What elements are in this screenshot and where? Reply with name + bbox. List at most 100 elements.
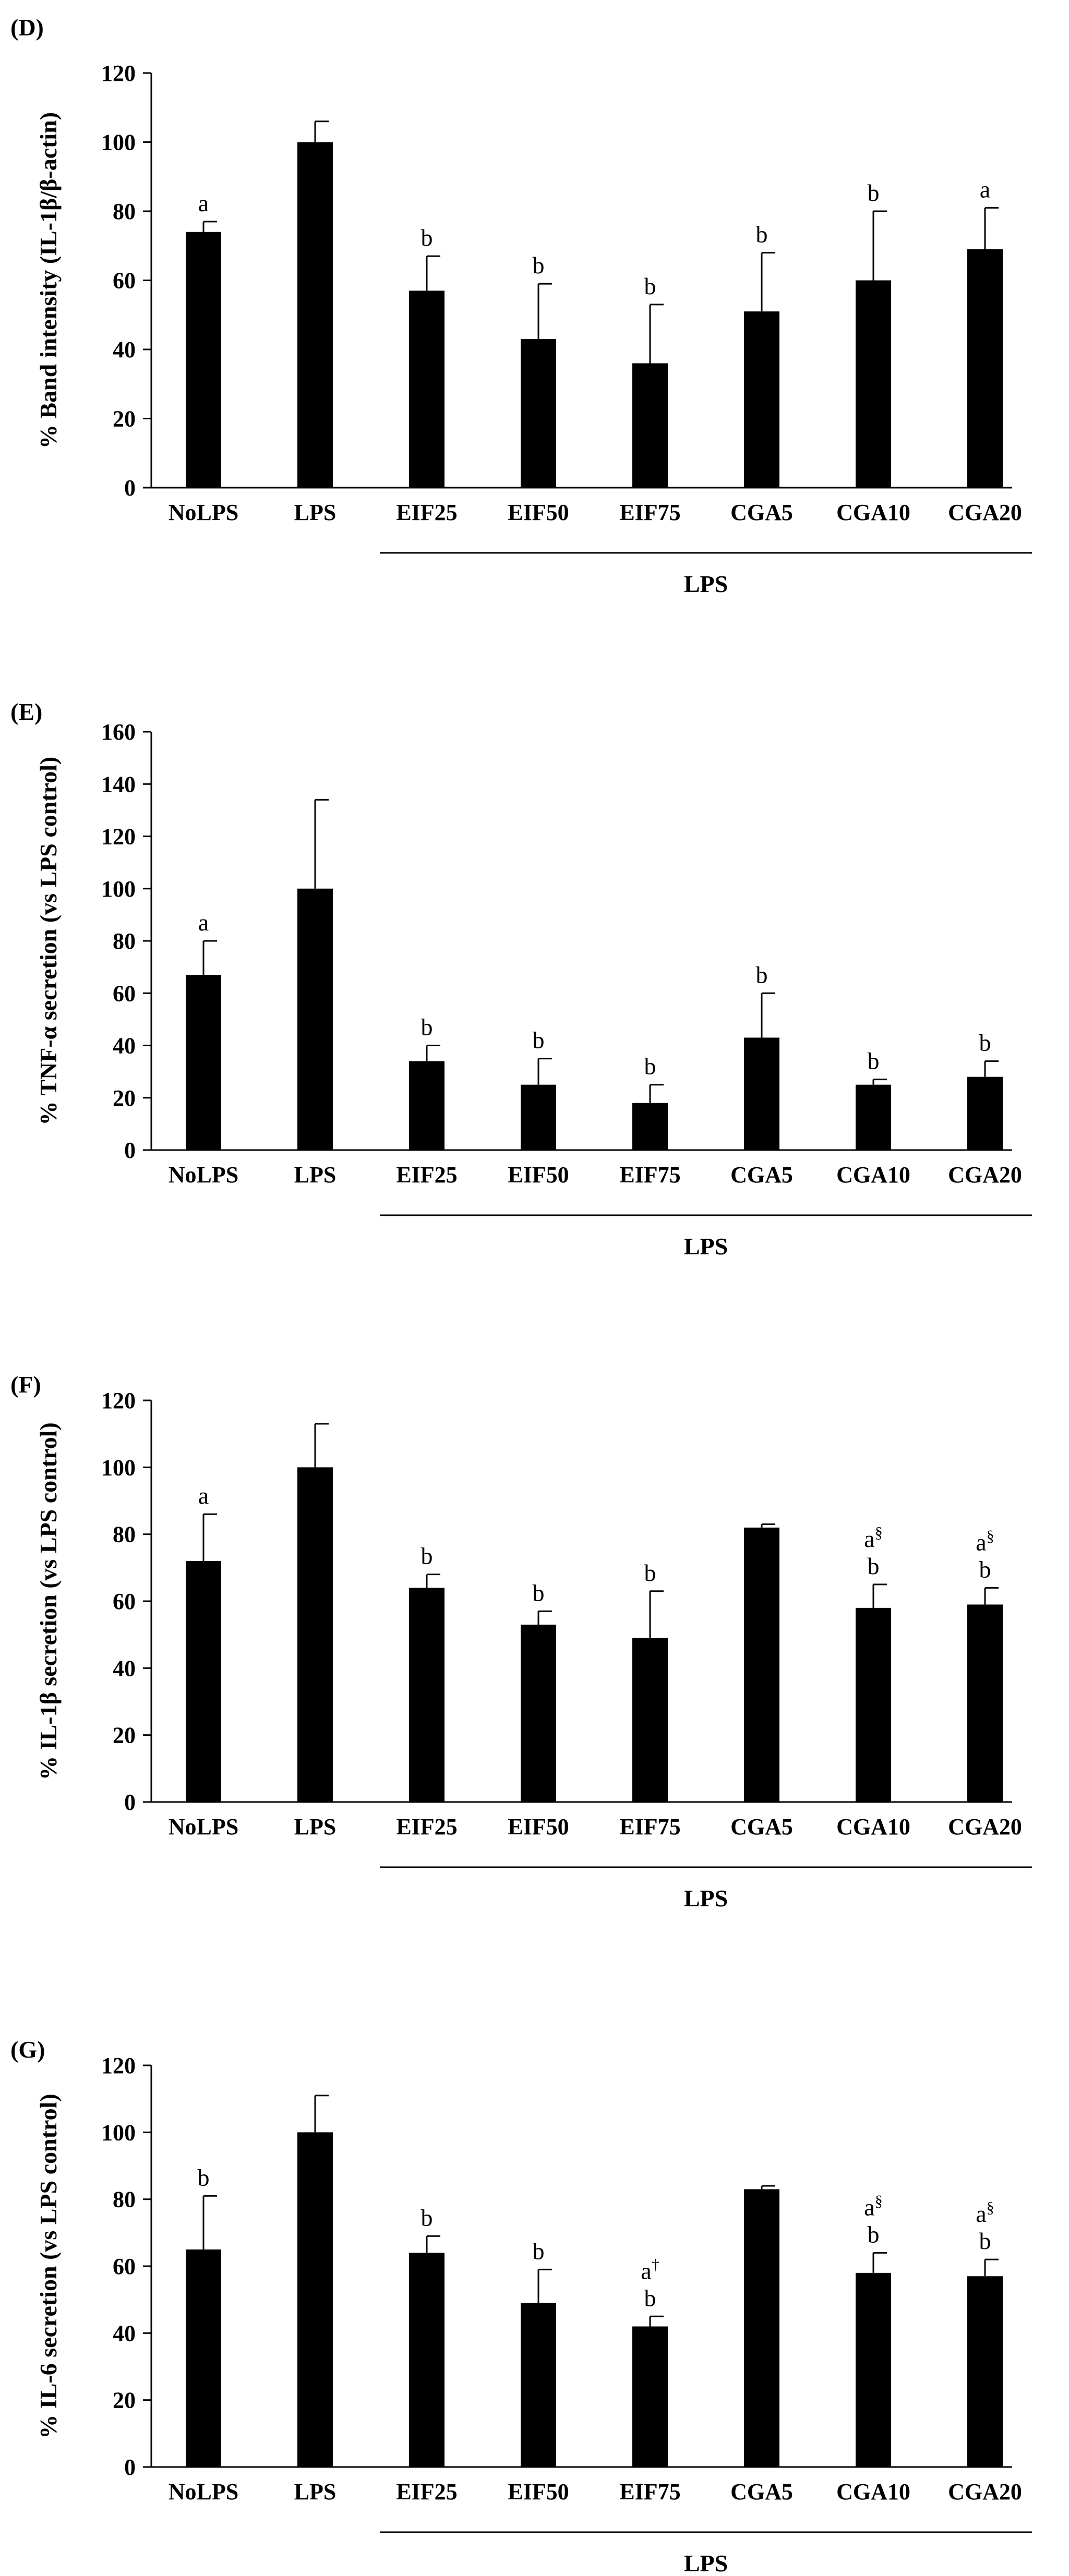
significance-label: b (421, 1543, 433, 1569)
y-tick-label: 120 (101, 2053, 136, 2078)
x-tick-label: EIF50 (508, 2479, 569, 2505)
bar-lps (297, 1467, 333, 1802)
y-tick-label: 80 (113, 2187, 136, 2212)
bar-cga5 (744, 1037, 779, 1150)
bar-nolps (186, 1561, 221, 1802)
bar-cga10 (856, 1607, 891, 1802)
y-tick-label: 40 (113, 1655, 136, 1681)
y-tick-label: 20 (113, 2388, 136, 2413)
group-label: LPS (684, 1885, 728, 1912)
significance-label: b (421, 2204, 433, 2231)
bar-nolps (186, 975, 221, 1150)
x-tick-label: CGA10 (836, 500, 910, 525)
significance-label: a§ (976, 1527, 994, 1555)
x-tick-label: EIF25 (396, 1162, 457, 1188)
x-tick-label: CGA20 (948, 1162, 1022, 1188)
bar-eif25 (409, 1061, 445, 1150)
y-tick-label: 140 (101, 771, 136, 797)
panel-label: (F) (10, 1371, 41, 1398)
bar-lps (297, 2132, 333, 2467)
bar-cga10 (856, 2272, 891, 2467)
bar-cga5 (744, 2189, 779, 2467)
significance-label: b (979, 1030, 991, 1056)
significance-label: b (756, 961, 768, 988)
x-tick-label: CGA10 (836, 1162, 910, 1188)
x-tick-label: LPS (294, 2479, 337, 2505)
y-tick-label: 20 (113, 1723, 136, 1748)
y-tick-label: 120 (101, 1388, 136, 1413)
y-tick-label: 40 (113, 337, 136, 362)
panel-label: (D) (10, 14, 44, 41)
y-tick-label: 40 (113, 1033, 136, 1059)
significance-label: b (644, 2284, 656, 2311)
bar-eif50 (521, 1624, 556, 1802)
significance-label: b (979, 1556, 991, 1582)
bar-cga5 (744, 311, 779, 488)
significance-label: b (198, 2164, 210, 2191)
bar-eif75 (632, 1638, 668, 1802)
significance-label: b (644, 1053, 656, 1080)
x-tick-label: CGA5 (730, 1814, 793, 1840)
y-tick-label: 100 (101, 130, 136, 155)
x-tick-label: NoLPS (169, 500, 238, 525)
y-tick-label: 20 (113, 406, 136, 432)
panel-label: (E) (10, 698, 42, 725)
significance-label: b (979, 2228, 991, 2254)
bar-eif25 (409, 291, 445, 488)
significance-label: a (198, 190, 209, 216)
y-tick-label: 100 (101, 876, 136, 902)
x-tick-label: LPS (294, 1814, 337, 1840)
x-tick-label: NoLPS (169, 1814, 238, 1840)
x-tick-label: NoLPS (169, 2479, 238, 2505)
significance-label: a (198, 909, 209, 936)
panel-label: (G) (10, 2036, 45, 2063)
significance-label: b (644, 273, 656, 299)
bar-cga5 (744, 1527, 779, 1802)
x-tick-label: CGA10 (836, 1814, 910, 1840)
significance-label: b (644, 1559, 656, 1586)
bar-eif25 (409, 2253, 445, 2467)
bar-lps (297, 888, 333, 1150)
bar-eif75 (632, 363, 668, 488)
y-tick-label: 80 (113, 1522, 136, 1547)
bar-lps (297, 142, 333, 488)
x-tick-label: CGA10 (836, 2479, 910, 2505)
significance-label: b (421, 1014, 433, 1041)
bar-cga20 (967, 2276, 1003, 2467)
significance-label: b (533, 1027, 545, 1054)
x-tick-label: EIF50 (508, 500, 569, 525)
bar-eif50 (521, 1084, 556, 1150)
y-tick-label: 60 (113, 2254, 136, 2279)
significance-label: a (198, 1482, 209, 1509)
x-tick-label: EIF75 (619, 500, 680, 525)
y-tick-label: 120 (101, 61, 136, 86)
significance-label: b (421, 224, 433, 251)
y-tick-label: 160 (101, 719, 136, 745)
x-tick-label: EIF25 (396, 2479, 457, 2505)
y-tick-label: 20 (113, 1085, 136, 1111)
bar-nolps (186, 2249, 221, 2467)
significance-label: b (868, 1048, 880, 1074)
significance-label: b (533, 1579, 545, 1606)
significance-label: a (980, 176, 990, 202)
bar-cga20 (967, 1604, 1003, 1802)
y-tick-label: 0 (124, 1138, 136, 1163)
x-tick-label: LPS (294, 1162, 337, 1188)
bar-cga20 (967, 1077, 1003, 1150)
significance-label: b (868, 179, 880, 206)
x-tick-label: CGA20 (948, 1814, 1022, 1840)
x-tick-label: EIF50 (508, 1162, 569, 1188)
y-tick-label: 60 (113, 1589, 136, 1614)
significance-label: b (756, 221, 768, 248)
x-tick-label: EIF50 (508, 1814, 569, 1840)
significance-label: a§ (864, 2192, 882, 2220)
significance-label: b (868, 1553, 880, 1579)
y-tick-label: 0 (124, 2454, 136, 2480)
y-tick-label: 60 (113, 981, 136, 1006)
y-axis-title: % Band intensity (IL-1β/β-actin) (35, 112, 62, 449)
bar-eif75 (632, 1103, 668, 1150)
x-tick-label: CGA5 (730, 500, 793, 525)
y-tick-label: 120 (101, 824, 136, 850)
x-tick-label: EIF75 (619, 1814, 680, 1840)
